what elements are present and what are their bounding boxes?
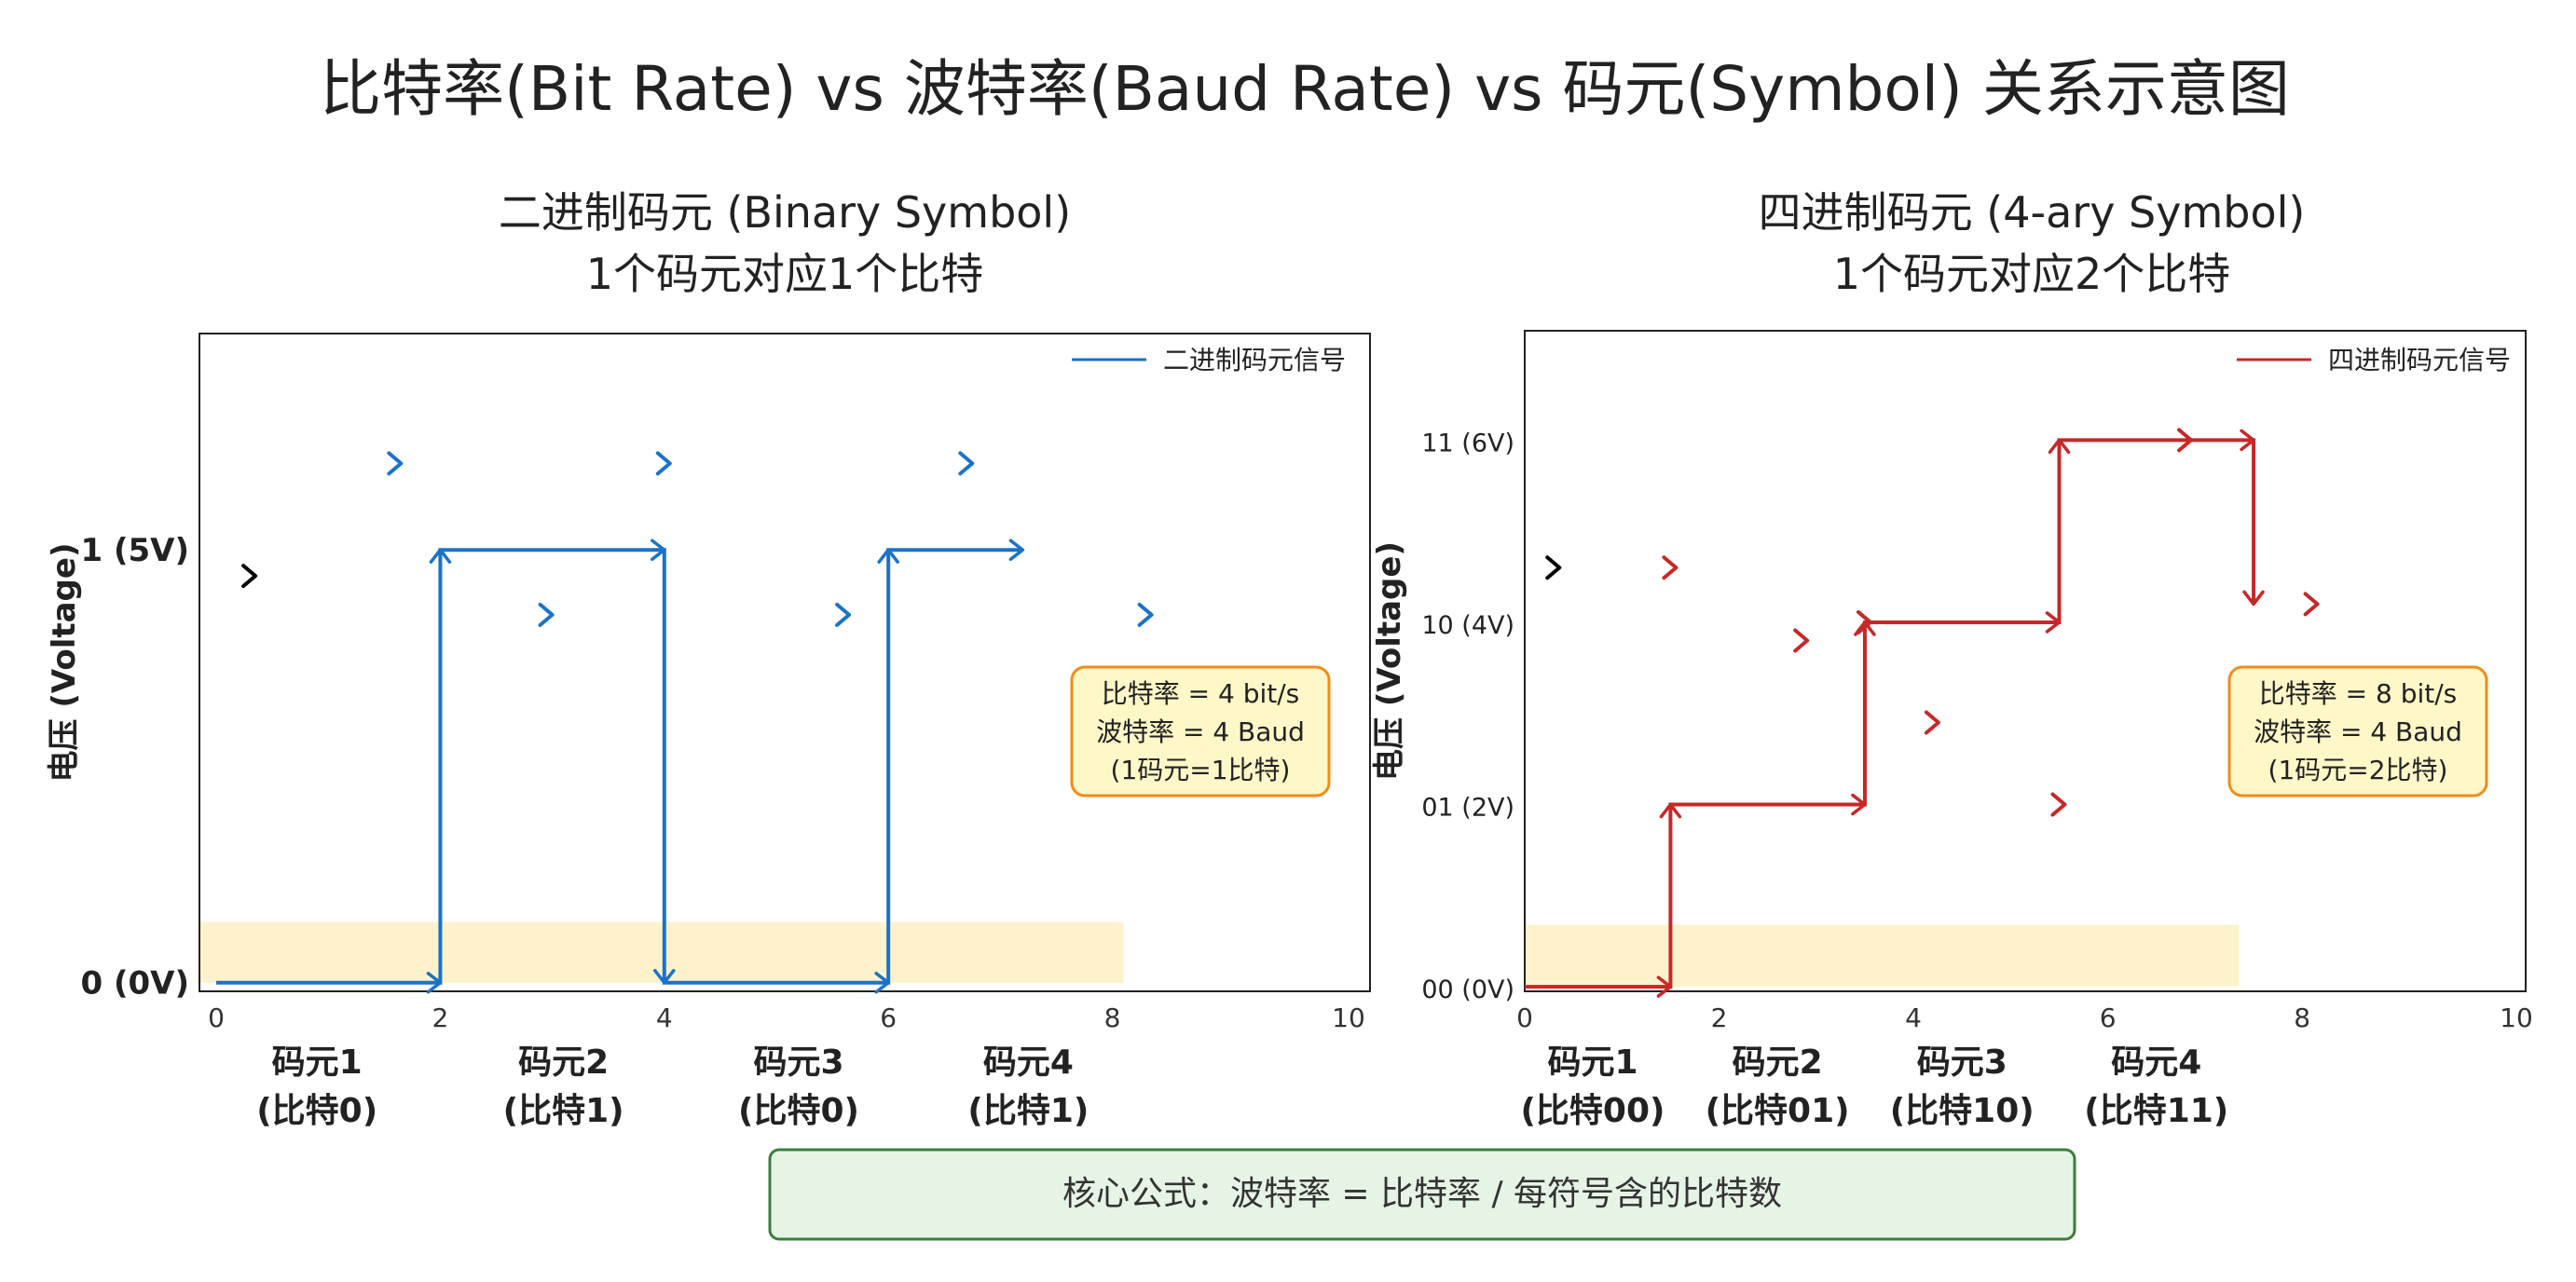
x-tick-label: 4 [656, 1002, 673, 1033]
flow-arrow-marker [1662, 555, 1679, 580]
flow-arrow-marker [958, 451, 975, 476]
y-tick-label: 1 (5V) [80, 532, 189, 569]
flow-arrow-marker [2303, 592, 2320, 617]
symbol-bits-label: (比特10) [1890, 1092, 2035, 1130]
y-axis-label: 电压 (Voltage) [1371, 541, 1408, 781]
x-tick-label: 8 [1104, 1002, 1121, 1033]
x-tick-label: 10 [1332, 1002, 1365, 1033]
chart-subtitle: 二进制码元 (Binary Symbol) [499, 187, 1071, 238]
info-box-line: (1码元=1比特) [1111, 755, 1291, 785]
info-box-line: 比特率 = 4 bit/s [1102, 678, 1300, 709]
flow-arrow-marker [2177, 428, 2194, 453]
symbol-bits-label: (比特01) [1706, 1092, 1850, 1130]
signal-arrowhead [653, 968, 676, 985]
flow-arrow-marker [1137, 602, 1154, 627]
info-box-line: 波特率 = 4 Baud [2254, 716, 2462, 747]
info-box-line: 波特率 = 4 Baud [1096, 716, 1305, 747]
signal-arrowhead [1851, 793, 1867, 816]
symbol-bits-label: (比特1) [967, 1092, 1089, 1130]
symbol-bits-label: (比特00) [1520, 1092, 1665, 1130]
x-tick-label: 0 [208, 1002, 225, 1033]
signal-arrowhead [2045, 611, 2062, 634]
y-axis-label: 电压 (Voltage) [46, 543, 83, 783]
legend-label: 四进制码元信号 [2328, 345, 2511, 375]
start-arrow-marker [1545, 555, 1562, 580]
y-tick-label: 01 (2V) [1421, 794, 1514, 823]
signal-arrowhead [877, 548, 899, 564]
y-tick-label: 00 (0V) [1421, 975, 1514, 1004]
signal-arrowhead [874, 971, 890, 994]
symbol-label: 码元2 [1733, 1043, 1823, 1082]
y-tick-label: 0 (0V) [80, 965, 189, 1002]
symbol-bits-label: (比特0) [738, 1092, 859, 1130]
figure-title: 比特率(Bit Rate) vs 波特率(Baud Rate) vs 码元(Sy… [320, 53, 2290, 125]
symbol-label: 码元1 [272, 1043, 363, 1082]
symbol-label: 码元3 [753, 1043, 843, 1082]
chart-subtitle-line2: 1个码元对应2个比特 [1833, 249, 2231, 299]
symbol-bits-label: (比特1) [503, 1092, 624, 1130]
symbol-label: 码元3 [1917, 1043, 2007, 1082]
flow-arrow-marker [1793, 628, 1810, 653]
info-box-line: (1码元=2比特) [2268, 755, 2448, 785]
signal-arrowhead [2242, 590, 2265, 607]
shaded-region [199, 921, 1124, 983]
signal-series-line [1525, 438, 2256, 989]
x-tick-label: 4 [1905, 1002, 1922, 1033]
flow-arrow-marker [835, 602, 852, 627]
formula-text: 核心公式：波特率 = 比特率 / 每符号含的比特数 [1062, 1175, 1782, 1213]
y-tick-label: 10 (4V) [1421, 611, 1514, 640]
symbol-label: 码元4 [2111, 1043, 2201, 1082]
plot-frame [199, 333, 1371, 992]
y-tick-label: 11 (6V) [1421, 429, 1514, 457]
flow-arrow-marker [1856, 609, 1872, 634]
signal-arrowhead [1656, 975, 1673, 998]
flow-arrow-marker [655, 451, 672, 476]
binary-chart-panel: 二进制码元 (Binary Symbol) 1个码元对应1个比特 0 2 4 6 8 10 0 … [46, 187, 1371, 1130]
signal-arrowhead [1659, 802, 1682, 819]
formula-box [768, 1148, 2076, 1241]
signal-arrowhead [429, 548, 452, 564]
symbol-bits-label: (比特0) [256, 1092, 377, 1130]
x-tick-label: 0 [1516, 1002, 1533, 1033]
x-tick-label: 8 [2294, 1002, 2310, 1033]
signal-arrowhead [2048, 438, 2071, 455]
flow-arrow-marker [387, 451, 404, 476]
flow-arrow-marker [538, 602, 555, 627]
signal-arrowhead [651, 539, 666, 561]
symbol-bits-label: (比特11) [2084, 1092, 2228, 1130]
flow-arrow-marker [1924, 710, 1940, 735]
symbol-label: 码元1 [1547, 1043, 1637, 1082]
x-tick-label: 10 [2500, 1002, 2533, 1033]
signal-series-line [216, 548, 1023, 985]
shaded-region [1525, 924, 2240, 988]
signal-arrowhead [426, 971, 443, 994]
signal-arrowhead [2240, 429, 2255, 452]
x-tick-label: 6 [880, 1002, 897, 1033]
chart-subtitle: 四进制码元 (4-ary Symbol) [1759, 187, 2306, 238]
info-box [1070, 665, 1331, 798]
quaternary-chart-panel: 四进制码元 (4-ary Symbol) 1个码元对应2个比特 0 2 4 6 8 10 00 … [1371, 187, 2533, 1130]
info-box [2227, 665, 2488, 798]
x-tick-label: 6 [2100, 1002, 2117, 1033]
flow-arrow-marker [2050, 792, 2067, 817]
start-arrow-marker [241, 564, 258, 589]
plot-frame [1524, 330, 2527, 992]
legend-label: 二进制码元信号 [1163, 345, 1346, 375]
chart-subtitle-line2: 1个码元对应1个比特 [586, 249, 984, 299]
info-box-line: 比特率 = 8 bit/s [2259, 678, 2458, 709]
signal-arrowhead [1008, 539, 1025, 561]
x-tick-label: 2 [432, 1002, 448, 1033]
x-tick-label: 2 [1711, 1002, 1728, 1033]
symbol-label: 码元4 [983, 1043, 1074, 1082]
symbol-label: 码元2 [518, 1043, 609, 1082]
